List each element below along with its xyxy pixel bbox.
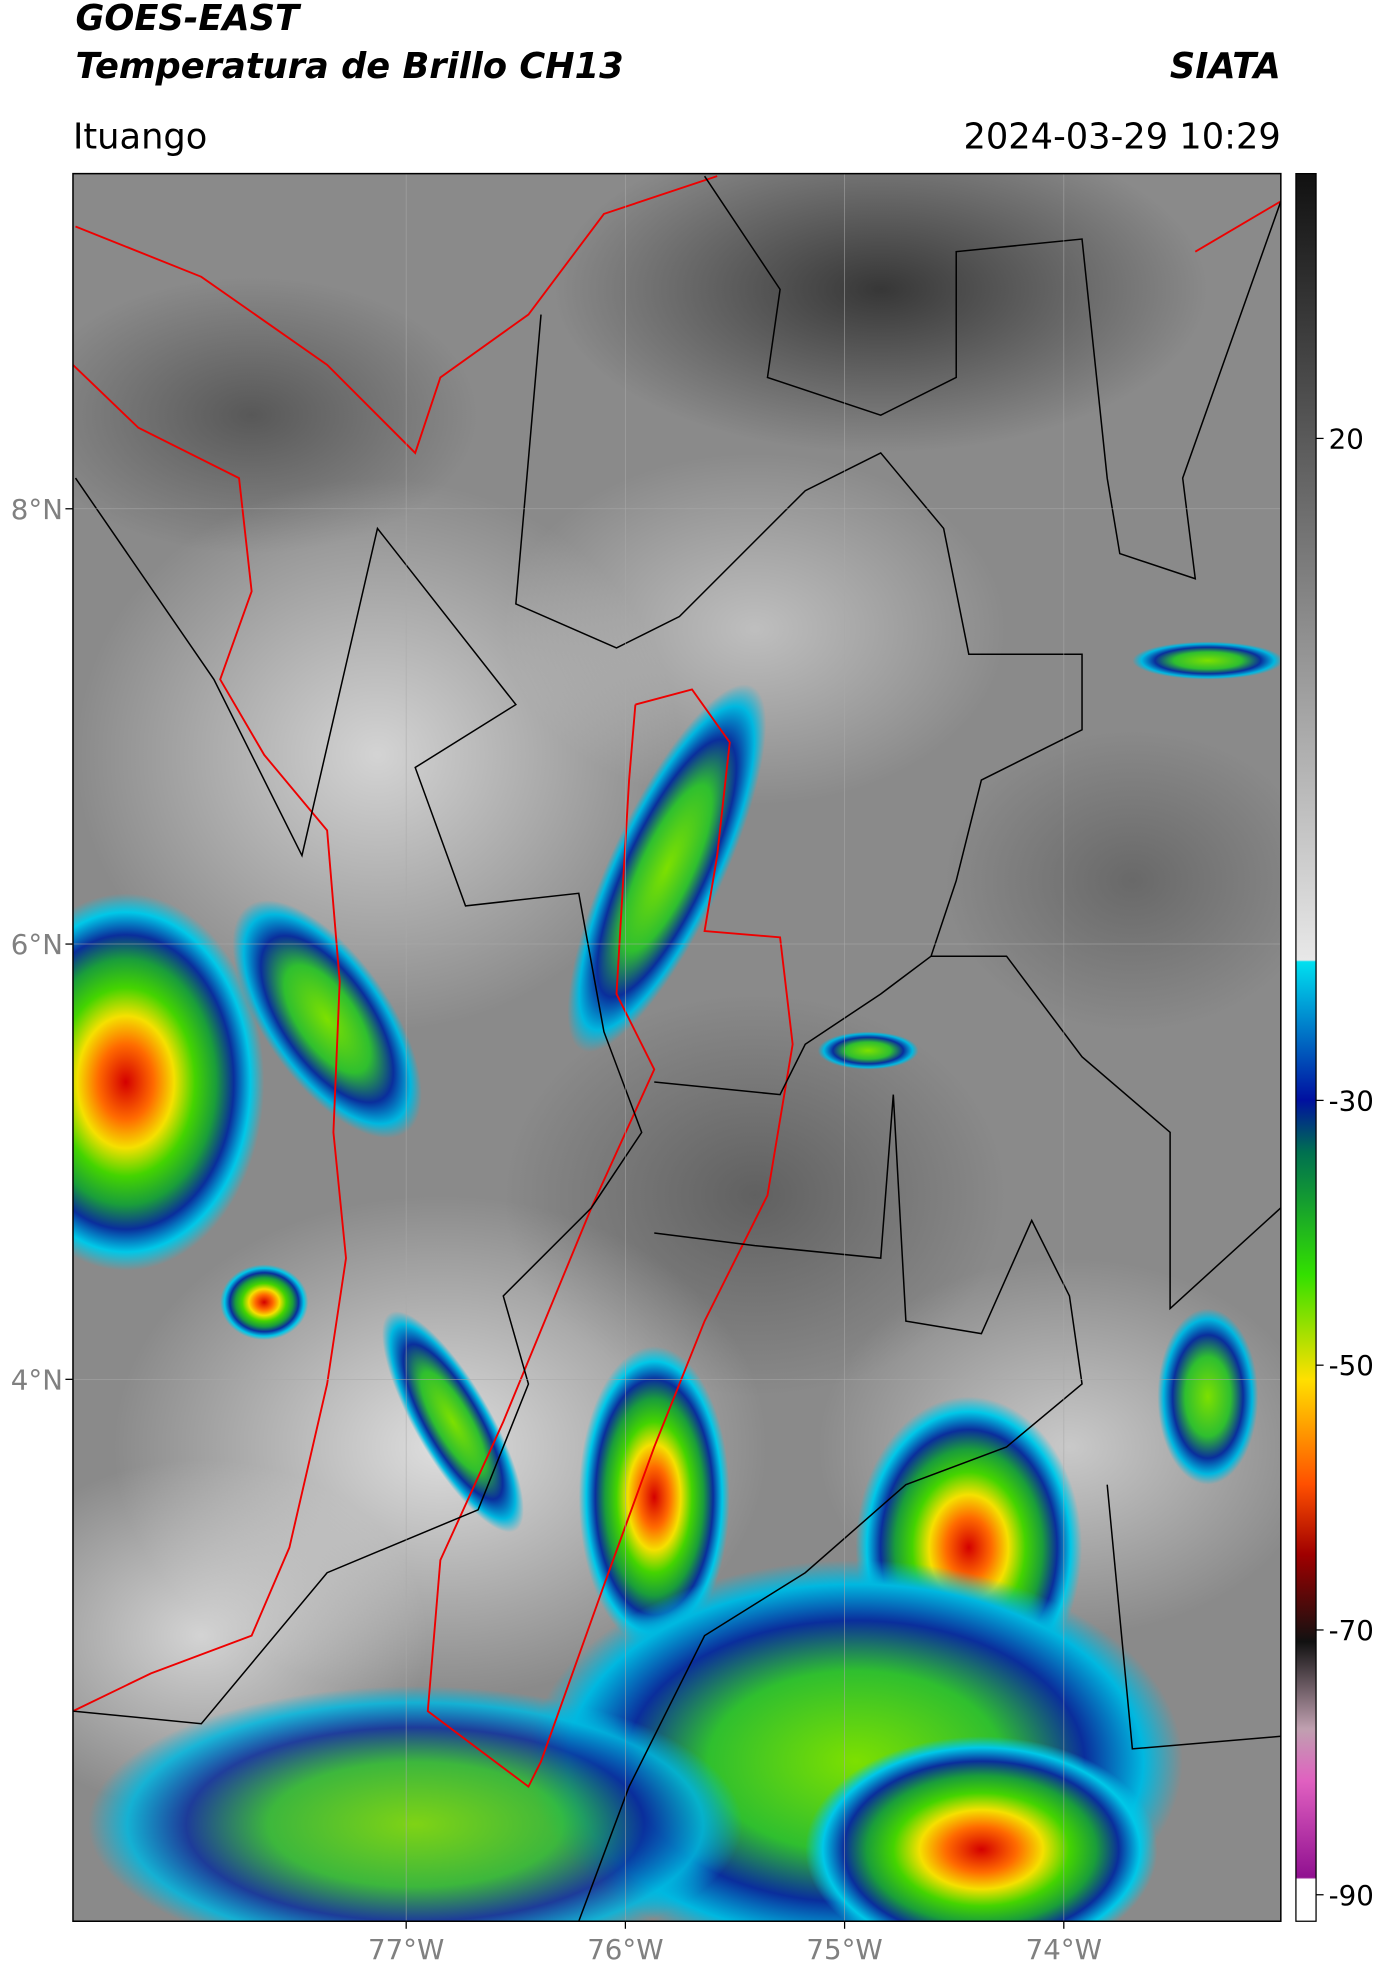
satellite: GOES-EAST [75, 0, 302, 39]
product-title: Temperatura de Brillo CH13 [75, 46, 623, 87]
x-tick-label: 74°W [1026, 1933, 1102, 1966]
x-tick-label: 75°W [806, 1933, 882, 1966]
datetime: 2024-03-29 10:29 [963, 116, 1280, 157]
colorbar-tick-label: -70 [1329, 1614, 1374, 1647]
source: SIATA [1170, 46, 1281, 87]
map-frame [72, 172, 1282, 1922]
colorbar-tick-label: 20 [1329, 422, 1364, 455]
imagery [72, 173, 1281, 1922]
y-tick-label: 4°N [11, 1363, 63, 1396]
colorbar [1295, 172, 1317, 1922]
x-tick-label: 76°W [587, 1933, 663, 1966]
y-tick-label: 6°N [11, 928, 63, 961]
colorbar-tick-label: -90 [1329, 1879, 1374, 1912]
y-tick-label: 8°N [11, 493, 63, 526]
location: Ituango [73, 116, 207, 157]
colorbar-tick-label: -30 [1329, 1084, 1374, 1117]
x-tick-label: 77°W [368, 1933, 444, 1966]
grid [72, 173, 1281, 1922]
colorbar-tick-label: -50 [1329, 1349, 1374, 1382]
